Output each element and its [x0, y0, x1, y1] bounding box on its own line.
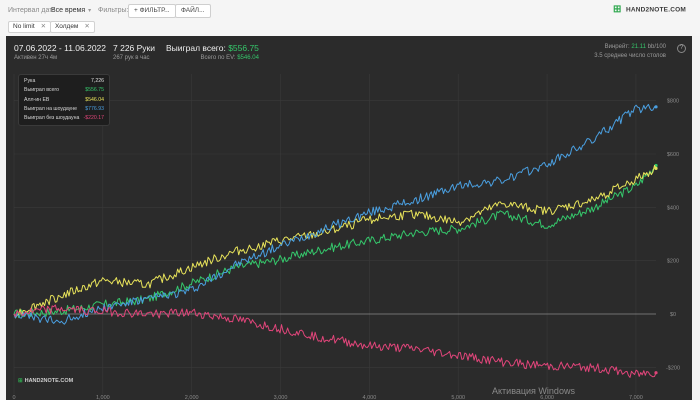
tooltip-row-label: Алл-ин EВ [24, 96, 50, 103]
logo-text: HAND2NOTE.COM [625, 6, 686, 14]
tooltip-row: Алл-ин EВ $546.04 [24, 96, 104, 105]
close-icon[interactable]: ✕ [40, 23, 47, 30]
y-tick-label: $800 [667, 99, 679, 105]
date-interval-value: Все время [51, 7, 86, 14]
hands-stat: 7 226 Руки 267 рук в час [113, 43, 155, 61]
tooltip-row: Рука 7,226 [24, 77, 104, 86]
chart-tooltip: Рука 7,226 Выиграл всего $556.75 Алл-ин EВ $5… [18, 74, 110, 126]
winrate-unit: bb/100 [647, 44, 666, 50]
brand-logo: ⊞ HAND2NOTE.COM [613, 5, 686, 15]
tooltip-row: Выиграл всего $556.75 [24, 86, 104, 95]
series-end-point [654, 166, 658, 170]
x-tick-label: 3,000 [274, 395, 288, 400]
tooltip-row-value: $556.75 [85, 87, 104, 94]
y-tick-label: -$200 [666, 365, 680, 371]
date-range: 07.06.2022 - 11.06.2022 [14, 43, 107, 53]
won-total-value: $556.75 [228, 43, 259, 53]
series-line-3 [13, 304, 657, 378]
tooltip-row: Выиграл без шоудауна -$220.17 [24, 114, 104, 123]
series-line-2 [13, 103, 656, 325]
x-tick-label: 7,000 [629, 395, 643, 400]
tooltip-row-label: Выиграл на шоудауне [24, 105, 78, 112]
y-tick-label: $600 [667, 152, 679, 158]
series-end-point [654, 105, 658, 109]
winrate-info: Винрейт: 21.11 bb/100 3.5 среднее число … [594, 43, 666, 61]
logo-icon: ⊞ [612, 4, 622, 15]
file-button[interactable]: ФАЙЛ... [175, 4, 211, 18]
ev-label: Всего по EV: [200, 55, 236, 61]
x-tick-label: 6,000 [540, 395, 554, 400]
series-end-point [654, 371, 658, 375]
series-line-0 [13, 165, 657, 319]
x-tick-label: 1,000 [96, 395, 110, 400]
hands-per-hour: 267 рук в час [113, 55, 150, 61]
won-stat: Выиграл всего: $556.75 Всего по EV: $546… [166, 43, 259, 61]
tooltip-row-value: $546.04 [85, 96, 104, 103]
date-interval-dropdown[interactable]: Все время ▾ [51, 7, 91, 14]
tooltip-row-label: Выиграл всего [24, 87, 60, 94]
winrate-label: Винрейт: [604, 44, 630, 50]
x-tick-label: 0 [12, 395, 15, 400]
tooltip-row: Выиграл на шоудауне $776.93 [24, 105, 104, 114]
graph-panel: -$200 $0 $200 $400 $600 $800 0 1,000 2,000 3,000 4… [6, 36, 692, 400]
tooltip-rows: Рука 7,226 Выиграл всего $556.75 Алл-ин EВ $5… [24, 77, 104, 123]
tables-count: 3.5 среднее число столов [594, 53, 666, 59]
tooltip-row-label: Выиграл без шоудауна [24, 115, 80, 122]
logo-icon: ⊞ [18, 378, 23, 384]
y-tick-label: $200 [667, 259, 679, 265]
chevron-down-icon: ▾ [88, 8, 92, 14]
windows-activation-watermark: Активация Windows [492, 386, 575, 396]
y-tick-label: $0 [670, 312, 676, 318]
tooltip-row-value: 7,226 [91, 78, 104, 84]
filters-label: Фильтры: [98, 7, 129, 14]
chart-logo-text: HAND2NOTE.COM [24, 378, 74, 384]
x-tick-label: 2,000 [185, 395, 199, 400]
chip-label: No limit [13, 23, 35, 30]
info-icon[interactable]: ? [677, 44, 686, 53]
chip-label: Холдем [55, 23, 79, 30]
winrate-value: 21.11 [631, 44, 646, 50]
y-tick-label: $400 [667, 205, 679, 211]
ev-value: $546.04 [237, 55, 259, 61]
filter-chip-game[interactable]: Холдем ✕ [50, 21, 95, 33]
profit-chart: -$200 $0 $200 $400 $600 $800 0 1,000 2,000 3,000 4… [12, 74, 680, 400]
filter-bar: Интервал дат: Все время ▾ Фильтры: + ФИЛЬ… [0, 0, 700, 36]
tooltip-row-value: $776.93 [85, 105, 104, 112]
x-tick-label: 5,000 [451, 395, 465, 400]
x-tick-label: 4,000 [363, 395, 377, 400]
close-icon[interactable]: ✕ [84, 23, 90, 30]
date-interval-label: Интервал дат: [8, 7, 55, 14]
series-line-1 [13, 164, 657, 319]
tooltip-row-label: Рука [24, 78, 36, 84]
active-time: Активен 27ч 4м [14, 55, 58, 61]
add-filter-button[interactable]: + ФИЛЬТР... [128, 4, 176, 18]
filter-chip-limit[interactable]: No limit ✕ [8, 21, 52, 33]
chart-logo: ⊞ HAND2NOTE.COM [18, 378, 73, 384]
tooltip-row-value: -$220.17 [83, 115, 104, 122]
hands-count: 7 226 Руки [113, 43, 156, 53]
won-total-label: Выиграл всего: [166, 43, 226, 53]
date-range-stat: 07.06.2022 - 11.06.2022 Активен 27ч 4м [14, 43, 106, 61]
